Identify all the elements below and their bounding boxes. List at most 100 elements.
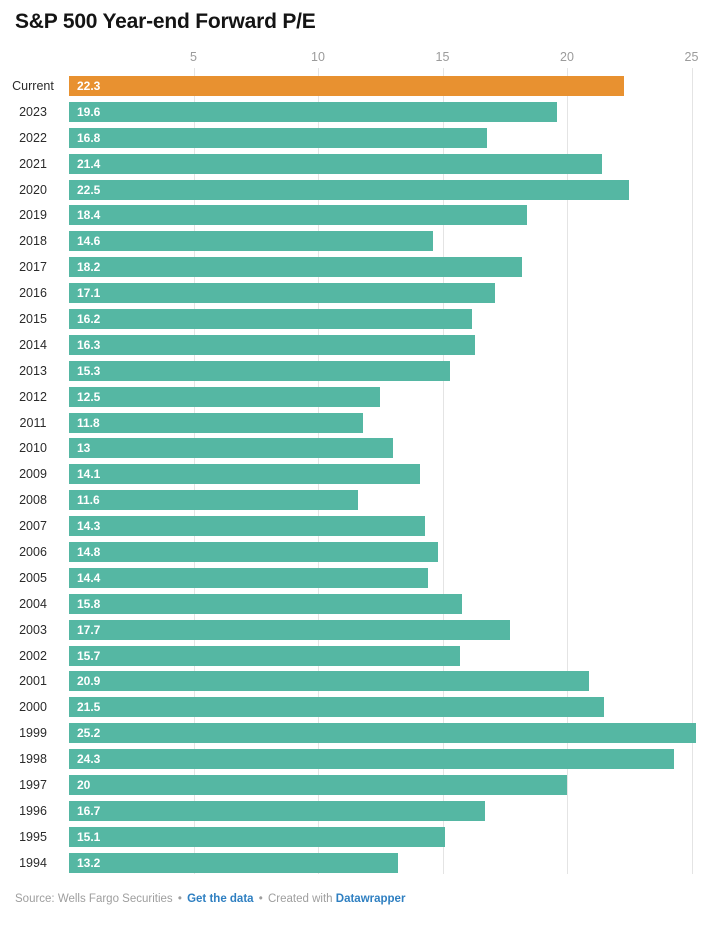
- bar: 19.6: [69, 101, 558, 122]
- bar-value-label: 18.2: [77, 260, 101, 275]
- bar: 14.4: [69, 567, 428, 588]
- category-label: 1999: [19, 726, 47, 741]
- bar-row: 1996 16.7: [0, 800, 712, 827]
- bar: 11.8: [69, 412, 363, 433]
- category-label: 2014: [19, 337, 47, 352]
- datawrapper-link[interactable]: Datawrapper: [335, 893, 406, 905]
- bar-row: 1995 15.1: [0, 826, 712, 853]
- created-with-text: Created with: [268, 893, 333, 905]
- category-label: 2009: [19, 467, 47, 482]
- category-label: 1997: [19, 778, 47, 793]
- bar-value-label: 15.1: [77, 829, 101, 844]
- bar-value-label: 21.4: [77, 156, 101, 171]
- category-label: 2013: [19, 363, 47, 378]
- bar-value-label: 18.4: [77, 208, 101, 223]
- bar: 11.6: [69, 490, 358, 511]
- category-label: 2011: [19, 415, 47, 430]
- category-label: 2008: [19, 493, 47, 508]
- category-label: 1998: [19, 752, 47, 767]
- category-label: 2010: [19, 441, 47, 456]
- bar-row: 1999 25.2: [0, 723, 712, 749]
- bar: 15.3: [69, 360, 450, 381]
- bar-row: 2003 17.7: [0, 619, 712, 646]
- bar-value-label: 14.8: [77, 545, 101, 560]
- bar: 14.8: [69, 542, 438, 563]
- bar-row: 2007 14.3: [0, 516, 712, 542]
- category-label: 2016: [19, 286, 47, 301]
- category-label: 2015: [19, 312, 47, 327]
- bar-row: 2009 14.1: [0, 464, 712, 490]
- bar: 18.4: [69, 205, 528, 226]
- x-axis: 5 10 15 20 25: [0, 50, 712, 66]
- category-label: 2007: [19, 519, 47, 534]
- bar-value-label: 14.3: [77, 519, 101, 534]
- bar-row: 2010 13: [0, 438, 712, 464]
- bar: 15.1: [69, 826, 445, 847]
- category-label: 2002: [19, 648, 47, 663]
- bar-row: 2022 16.8: [0, 127, 712, 154]
- bar: 21.5: [69, 697, 605, 718]
- category-label: 2023: [19, 104, 47, 119]
- bar-row: 2018 14.6: [0, 231, 712, 257]
- bar: 20.9: [69, 671, 590, 692]
- bar-row: 2016 17.1: [0, 283, 712, 309]
- bar-value-label: 14.1: [77, 467, 101, 482]
- bar: 13.2: [69, 852, 398, 873]
- bar-row: 1997 20: [0, 775, 712, 801]
- bars-area: Current 22.3 2023 19.6 2022 16.8 2021 21.4 2020 2…: [0, 76, 712, 879]
- bar-row: 2019 18.4: [0, 205, 712, 231]
- bar-row: 2013 15.3: [0, 360, 712, 387]
- bar-value-label: 22.3: [77, 79, 101, 93]
- bar-value-label: 13.2: [77, 855, 101, 870]
- separator-dot: •: [258, 893, 263, 905]
- bar-value-label: 19.6: [77, 104, 101, 119]
- bar-value-label: 25.2: [77, 726, 101, 741]
- bar: 14.6: [69, 231, 433, 252]
- bar-value-label: 15.3: [77, 363, 101, 378]
- bar: 16.8: [69, 127, 488, 148]
- get-the-data-link[interactable]: Get the data: [187, 893, 254, 905]
- bar: 14.1: [69, 464, 421, 485]
- bar-row: 2021 21.4: [0, 153, 712, 180]
- bar-value-label: 14.6: [77, 234, 101, 249]
- category-label: 2021: [19, 156, 47, 171]
- category-label: 2012: [19, 389, 47, 404]
- category-label: 2005: [19, 570, 47, 585]
- category-label: 1994: [19, 855, 47, 870]
- bar-value-label: 22.5: [77, 182, 101, 197]
- source-text: Source: Wells Fargo Securities: [15, 893, 173, 905]
- bar-value-label: 14.4: [77, 570, 101, 585]
- bar: 24.3: [69, 749, 675, 770]
- category-label: 2017: [19, 260, 47, 275]
- bar: 25.2: [69, 723, 697, 744]
- bar-row: 1994 13.2: [0, 852, 712, 879]
- bar-row: 2015 16.2: [0, 309, 712, 335]
- bar: 18.2: [69, 257, 523, 278]
- bar-row: 2017 18.2: [0, 257, 712, 283]
- bar-value-label: 20: [77, 778, 91, 793]
- axis-tick-label: 5: [190, 50, 197, 64]
- axis-tick-label: 20: [560, 50, 574, 64]
- category-label: 2000: [19, 700, 47, 715]
- bar-value-label: 20.9: [77, 674, 101, 689]
- bar-value-label: 16.8: [77, 130, 101, 145]
- bar-row: 2020 22.5: [0, 179, 712, 206]
- bar-row: 2023 19.6: [0, 101, 712, 128]
- bar-row: 2001 20.9: [0, 671, 712, 697]
- bar: 16.7: [69, 800, 485, 821]
- bar-row: 2004 15.8: [0, 593, 712, 620]
- bar-value-label: 17.7: [77, 622, 101, 637]
- bar-value-label: 16.2: [77, 312, 101, 327]
- bar-row: 2012 12.5: [0, 386, 712, 413]
- bar-row: 2011 11.8: [0, 412, 712, 439]
- gridline: [567, 68, 568, 874]
- bar-value-label: 11.8: [77, 415, 100, 430]
- bar: 15.7: [69, 645, 460, 666]
- bar-value-label: 13: [77, 441, 91, 456]
- bar-row: 1998 24.3: [0, 749, 712, 775]
- bar-highlight: 22.3: [69, 76, 625, 96]
- bar-value-label: 16.3: [77, 337, 101, 352]
- category-label: 2020: [19, 182, 47, 197]
- category-label: 1995: [19, 829, 47, 844]
